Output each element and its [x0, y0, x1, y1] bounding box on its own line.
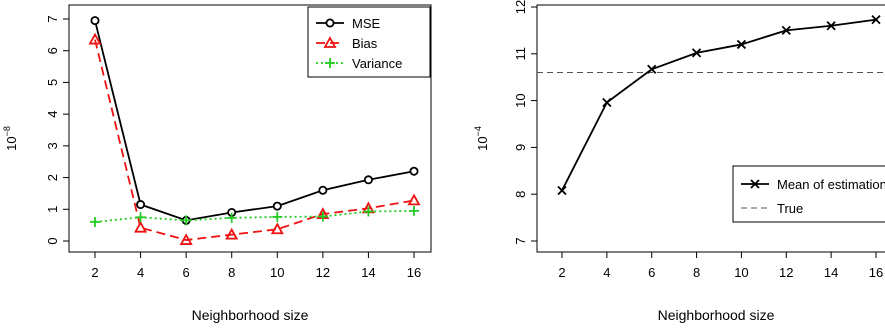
data-point — [317, 211, 328, 222]
x-tick-label: 14 — [361, 265, 375, 280]
series-line — [94, 209, 415, 223]
x-axis-label: Neighborhood size — [658, 307, 775, 323]
legend-marker — [325, 58, 335, 68]
legend-item: True — [741, 201, 803, 216]
legend-label: Mean of estimation — [777, 177, 885, 192]
x-tick-label: 8 — [228, 265, 235, 280]
series-line — [94, 20, 415, 222]
data-point — [90, 216, 100, 227]
y-tick-label: 3 — [45, 142, 60, 149]
data-point — [602, 97, 612, 108]
data-point — [181, 215, 192, 226]
y-axis-label-exponent: −4 — [473, 126, 483, 136]
x-tick-label: 2 — [558, 265, 565, 280]
legend-box — [732, 165, 885, 223]
data-point — [409, 205, 419, 216]
series-line — [94, 39, 415, 241]
x-tick-label: 10 — [270, 265, 284, 280]
data-point — [90, 16, 100, 26]
x-tick-label: 6 — [183, 265, 190, 280]
y-tick-label: 10 — [513, 93, 528, 107]
x-tick-label: 8 — [693, 265, 700, 280]
plot-frame — [68, 4, 432, 253]
data-point — [135, 212, 146, 223]
data-point — [225, 227, 239, 240]
x-axis: 2 4 6 8 10 12 14 16 Neighborhood size — [558, 252, 883, 323]
legend-item: Mean of estimation — [741, 177, 885, 192]
series-line — [561, 18, 877, 191]
y-axis-label-base: 10 — [4, 136, 19, 150]
legend-label: Variance — [352, 56, 402, 71]
data-point — [409, 166, 419, 176]
data-point — [270, 222, 284, 235]
data-point — [691, 48, 702, 58]
data-point — [363, 175, 373, 185]
y-tick-label: 5 — [45, 79, 60, 86]
y-axis-label-exponent: −8 — [2, 126, 12, 136]
data-point — [871, 14, 881, 25]
y-tick-label: 0 — [45, 237, 60, 244]
y-axis: 0 1 2 3 4 5 6 7 10−8 — [2, 15, 69, 245]
data-point — [318, 185, 328, 195]
data-point — [781, 25, 791, 36]
legend: Mean of estimation True — [732, 165, 885, 223]
legend-item: MSE — [316, 16, 381, 31]
y-axis-label-base: 10 — [475, 136, 490, 150]
data-point — [134, 220, 148, 233]
x-axis-label: Neighborhood size — [192, 307, 309, 323]
data-point — [826, 21, 836, 31]
legend: MSE Bias Variance — [307, 6, 431, 78]
x-tick-label: 16 — [407, 265, 421, 280]
x-tick-label: 10 — [734, 265, 748, 280]
y-tick-label: 6 — [45, 47, 60, 54]
legend-item: Bias — [316, 36, 378, 51]
x-tick-label: 2 — [91, 265, 98, 280]
plot-frame — [536, 4, 885, 253]
chart-mean-estimation: 2 4 6 8 10 12 14 16 Neighborhood size 7 8 9 10 11 12 10… — [473, 0, 885, 323]
y-tick-label: 11 — [513, 47, 528, 61]
data-point — [88, 32, 102, 45]
x-tick-label: 12 — [316, 265, 330, 280]
legend-label: Bias — [352, 36, 378, 51]
x-tick-label: 4 — [603, 265, 610, 280]
data-point — [736, 39, 747, 50]
y-tick-label: 1 — [45, 206, 60, 213]
legend-label: MSE — [352, 16, 381, 31]
y-axis-label: 10−4 — [473, 126, 490, 151]
y-tick-label: 8 — [513, 191, 528, 198]
x-tick-label: 12 — [779, 265, 793, 280]
data-point — [226, 212, 237, 223]
series-variance — [90, 205, 419, 227]
x-tick-label: 16 — [869, 265, 883, 280]
data-point — [272, 211, 283, 222]
y-axis-label: 10−8 — [2, 126, 19, 151]
series-mean-of-estimation — [557, 14, 881, 196]
data-point — [136, 200, 146, 210]
y-tick-label: 7 — [513, 237, 528, 244]
data-point — [647, 64, 657, 74]
data-point — [557, 185, 567, 196]
x-tick-label: 6 — [648, 265, 655, 280]
legend-label: True — [777, 201, 803, 216]
x-tick-label: 14 — [824, 265, 838, 280]
data-point — [179, 233, 193, 245]
y-tick-label: 7 — [45, 15, 60, 22]
x-axis: 2 4 6 8 10 12 14 16 Neighborhood size — [91, 252, 421, 323]
x-tick-label: 4 — [137, 265, 144, 280]
legend-marker — [750, 179, 760, 189]
y-tick-label: 4 — [45, 111, 60, 118]
legend-marker — [323, 36, 337, 48]
data-point — [363, 206, 374, 217]
y-tick-label: 9 — [513, 144, 528, 151]
y-tick-label: 12 — [513, 0, 528, 14]
data-point — [272, 201, 282, 211]
legend-item: Variance — [316, 56, 402, 71]
legend-marker — [325, 18, 335, 28]
data-point — [407, 193, 421, 206]
y-tick-label: 2 — [45, 174, 60, 181]
